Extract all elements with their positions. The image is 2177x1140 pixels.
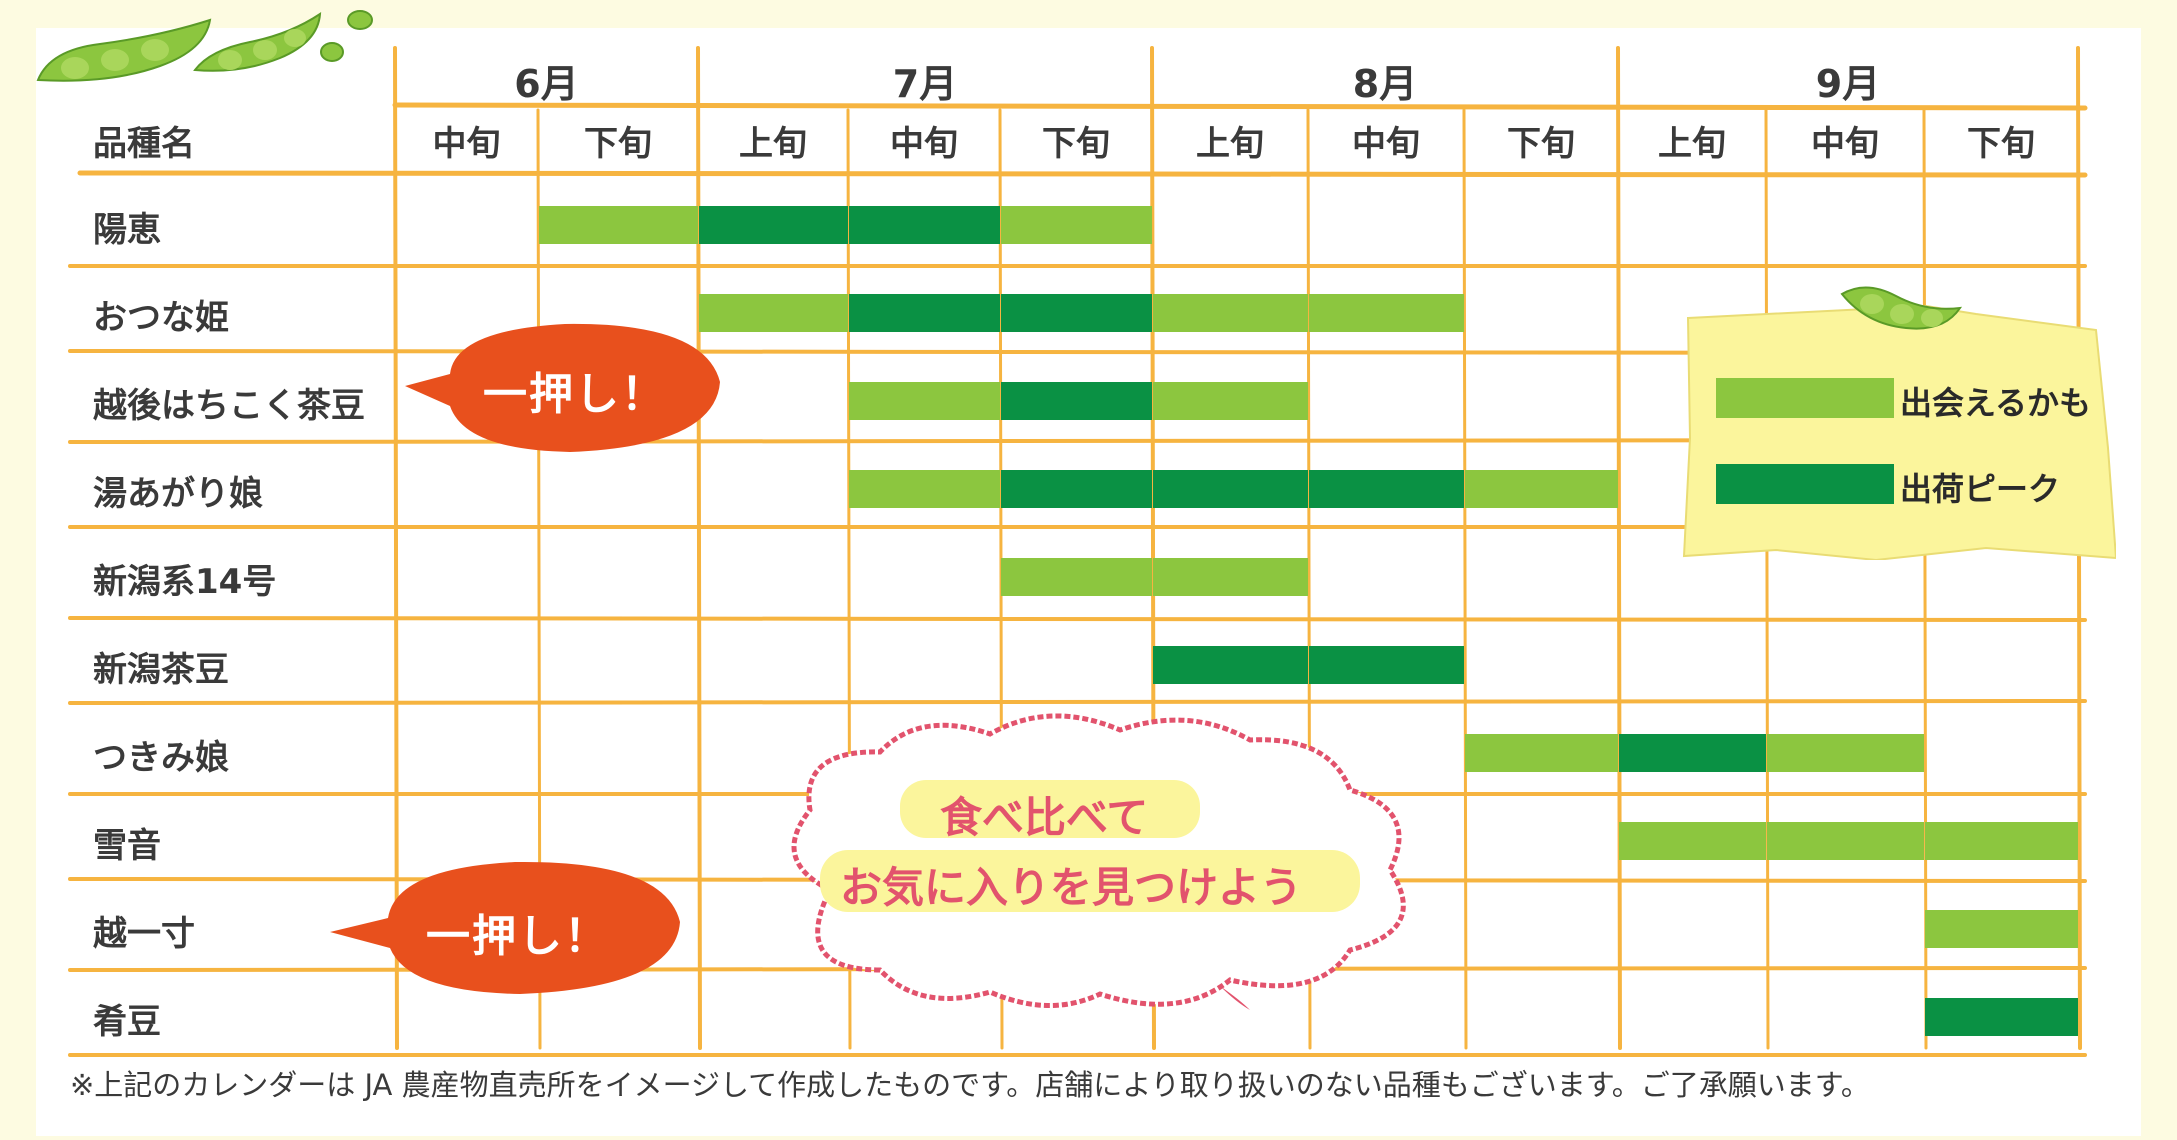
peak-bar [849, 294, 1000, 332]
month-header: 7月 [892, 62, 958, 106]
grid-line [1922, 108, 1928, 1050]
decade-header: 上旬 [1196, 124, 1264, 164]
recommend-label-1: 一押し！ [483, 369, 667, 420]
variety-name: 新潟系14号 [93, 562, 277, 602]
month-header: 9月 [1815, 62, 1881, 106]
available-bar [1309, 294, 1464, 332]
variety-name: つきみ娘 [93, 738, 229, 778]
available-bar [1619, 822, 1766, 860]
legend-label-light: 出会えるかも [1900, 384, 2092, 422]
peak-bar [1309, 646, 1464, 684]
available-bar [1925, 822, 2078, 860]
peak-bar [1925, 998, 2078, 1036]
available-bar [1153, 382, 1308, 420]
cloud-line-1: 食べ比べて [940, 793, 1149, 842]
variety-column-header: 品種名 [93, 124, 195, 164]
available-bar [539, 206, 698, 244]
footnote: ※上記のカレンダーは JA 農産物直売所をイメージして作成したものです。店舗によ… [70, 1068, 1870, 1102]
available-bar [699, 294, 848, 332]
grid-line [696, 46, 702, 1050]
peak-bar [849, 206, 1000, 244]
peak-bar [1001, 382, 1152, 420]
available-bar [1925, 910, 2078, 948]
peak-bar [1153, 470, 1308, 508]
soybean-pod-icon [1840, 286, 1963, 330]
decade-header: 中旬 [432, 124, 501, 164]
available-bar [849, 470, 1000, 508]
grid-line [1764, 108, 1770, 1050]
decade-header: 下旬 [1507, 124, 1575, 164]
available-bar [1153, 294, 1308, 332]
available-bar [1153, 558, 1308, 596]
available-bar [1767, 734, 1924, 772]
available-bar [1001, 558, 1152, 596]
variety-name: おつな姫 [93, 298, 229, 338]
peak-bar [1001, 294, 1152, 332]
variety-name: 陽恵 [93, 210, 161, 250]
variety-name: 雪音 [93, 826, 161, 866]
recommend-label-2: 一押し！ [426, 911, 610, 962]
decade-header: 中旬 [1352, 124, 1420, 164]
decade-header: 下旬 [584, 124, 652, 164]
grid-line [392, 102, 2088, 111]
available-bar [849, 382, 1000, 420]
peak-bar [1001, 470, 1152, 508]
grid-line [68, 616, 2087, 622]
decade-header: 下旬 [1042, 124, 1110, 164]
variety-name: 越後はちこく茶豆 [93, 386, 365, 426]
decade-header: 中旬 [890, 124, 958, 164]
legend-note: 出会えるかも 出荷ピーク [1676, 286, 2116, 560]
available-bar [1767, 822, 1924, 860]
variety-name: 肴豆 [93, 1002, 161, 1042]
peak-bar [699, 206, 848, 244]
speech-bubble-shape [405, 323, 720, 452]
cloud-shape [791, 713, 1406, 1010]
legend-label-dark: 出荷ピーク [1900, 470, 2061, 508]
available-bar [1465, 734, 1618, 772]
decade-header: 上旬 [1658, 124, 1726, 164]
speech-bubble-shape [330, 861, 680, 994]
peak-bar [1153, 646, 1308, 684]
grid-line [1616, 46, 1622, 1050]
cloud-line-2: お気に入りを見つけよう [840, 863, 1303, 912]
legend-swatch-light [1716, 378, 1894, 418]
month-header: 6月 [514, 62, 579, 106]
peak-bar [1619, 734, 1766, 772]
available-bar [1001, 206, 1152, 244]
grid-line [1462, 108, 1468, 1050]
grid-line [393, 46, 399, 1050]
variety-name: 湯あがり娘 [93, 474, 263, 514]
recommend-bubble-1: 一押し！ [395, 310, 735, 460]
cloud-callout: 食べ比べて お気に入りを見つけよう [750, 700, 1470, 1020]
decade-header: 下旬 [1967, 124, 2035, 164]
recommend-bubble-2: 一押し！ [330, 850, 690, 1000]
month-header: 8月 [1352, 62, 1418, 106]
peak-bar [1309, 470, 1464, 508]
soybean-pods-icon [36, 10, 373, 82]
decade-header: 上旬 [739, 124, 807, 164]
available-bar [1465, 470, 1618, 508]
decade-header: 中旬 [1811, 124, 1879, 164]
legend-swatch-dark [1716, 464, 1894, 504]
variety-name: 越一寸 [93, 914, 195, 954]
variety-name: 新潟茶豆 [93, 650, 229, 690]
grid-line [77, 170, 2088, 178]
grid-line [68, 699, 2087, 705]
